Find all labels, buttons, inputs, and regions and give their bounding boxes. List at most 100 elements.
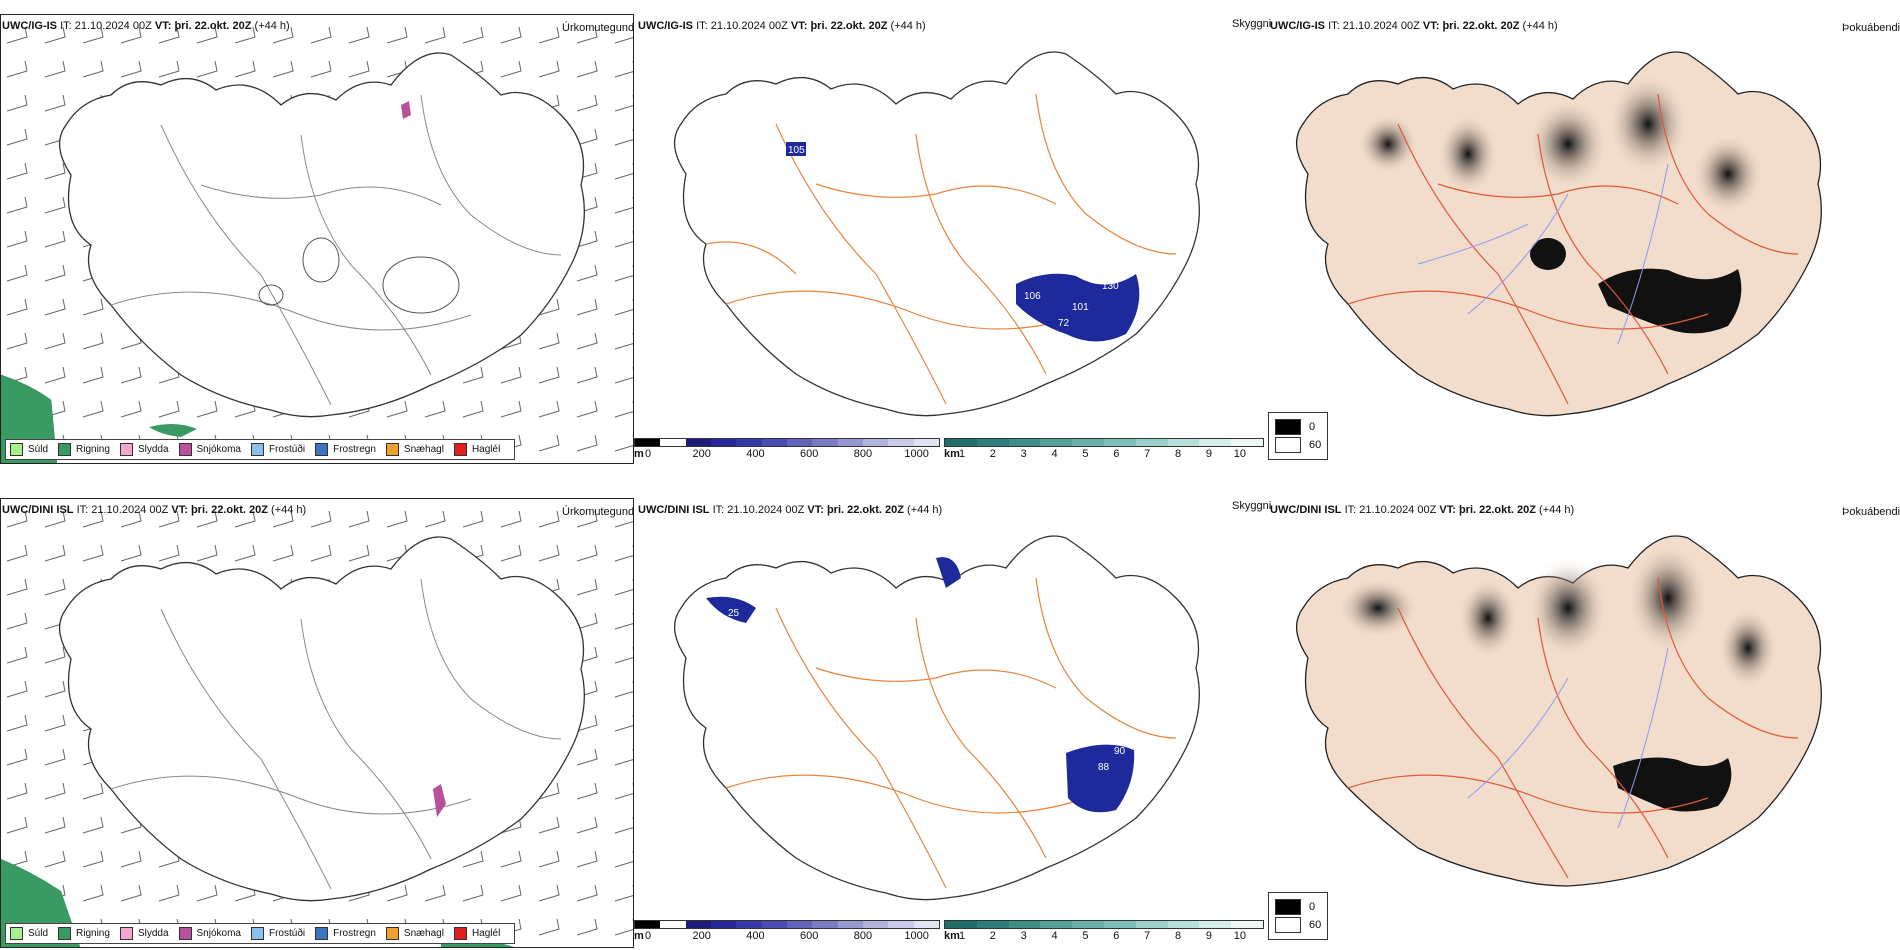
snow-area <box>401 101 411 119</box>
colorbar-swatch <box>1008 921 1041 928</box>
legend-item: Haglél <box>453 443 500 456</box>
legend-swatch <box>315 927 329 940</box>
precip-panel-title-bottom: Úrkomutegund <box>562 506 635 518</box>
colorbar-swatch <box>1072 921 1104 928</box>
colorbar-km-bottom: km 1 2 3 4 5 6 7 8 9 10 <box>944 920 1264 943</box>
colorbar-swatch <box>1040 921 1073 928</box>
vt-label: VT: <box>790 20 808 32</box>
it-label: IT: <box>1344 504 1357 516</box>
vis-value-label: 90 <box>1114 746 1126 757</box>
colorbar-swatch <box>976 439 1009 446</box>
lead-time: (+44 h) <box>890 20 926 32</box>
vis-value-label: 130 <box>1102 281 1119 292</box>
fog-legend-item: 0 <box>1275 899 1321 915</box>
vis-value-label: 72 <box>1058 318 1070 329</box>
colorbar-tick-label: 2 <box>989 930 996 942</box>
lead-time: (+44 h) <box>907 504 943 516</box>
vt-label: VT: <box>1439 504 1456 516</box>
legend-swatch <box>250 927 264 940</box>
legend-item: Frostregn <box>315 443 376 456</box>
vt-value: þri. 22.okt. 20Z <box>1442 20 1520 32</box>
model-name: UWC/IG-IS <box>1270 20 1325 32</box>
colorbar-swatch <box>1008 439 1041 446</box>
model-name: UWC/DINI ISL <box>638 504 710 516</box>
header-bottom-fog: UWC/DINI ISL IT: 21.10.2024 00Z VT: þri.… <box>1270 504 1574 516</box>
colorbar-tick-label: 1000 <box>904 930 929 942</box>
colorbar-km-top: km 1 2 3 4 5 6 7 8 9 10 <box>944 438 1264 461</box>
colorbar-swatch <box>812 439 838 446</box>
colorbar-tick-label: 200 <box>692 448 711 460</box>
visibility-panel-bottom: 90 88 90 25 <box>636 498 1272 948</box>
legend-swatch <box>10 927 23 940</box>
colorbar-swatch <box>660 921 686 928</box>
header-bottom-visibility: UWC/DINI ISL IT: 21.10.2024 00Z VT: þri.… <box>638 504 942 516</box>
colorbar-m-bar <box>634 438 940 447</box>
colorbar-tick-label: 5 <box>1082 448 1089 460</box>
legend-item: Frostregn <box>315 927 376 940</box>
colorbar-swatch <box>945 921 977 928</box>
vt-value: þri. 22.okt. 20Z <box>810 20 888 32</box>
legend-item: Snjókoma <box>178 927 241 940</box>
colorbar-tick-label: 6 <box>1113 930 1120 942</box>
iceland-outline <box>59 52 585 418</box>
vis-value-label: 90 <box>1056 790 1068 801</box>
colorbar-tick-label: 1 <box>958 448 966 460</box>
legend-swatch <box>178 443 192 456</box>
colorbar-swatch <box>913 439 939 446</box>
vis-value-label: 105 <box>788 145 805 156</box>
colorbar-m-unit: m <box>634 448 644 460</box>
fog-legend-swatch <box>1275 917 1301 933</box>
legend-item: Snjókoma <box>178 443 241 456</box>
legend-swatch <box>10 443 23 456</box>
fog-legend-item: 60 <box>1275 917 1321 933</box>
visibility-panel-title-top: Skyggni <box>1232 18 1272 30</box>
colorbar-swatch <box>1103 921 1136 928</box>
colorbar-m-top: m 0 200 400 600 800 1000 <box>634 438 940 461</box>
colorbar-swatch <box>1231 921 1263 928</box>
vt-value: þri. 22.okt. 20Z <box>190 504 268 516</box>
model-name: UWC/DINI ISL <box>2 504 74 516</box>
colorbar-tick-label: 0 <box>644 448 652 460</box>
colorbar-tick-label: 7 <box>1144 930 1151 942</box>
fog-legend-swatch <box>1275 419 1301 435</box>
legend-swatch <box>453 927 467 940</box>
fog-legend-swatch <box>1275 899 1301 915</box>
colorbar-m-ticks: 0 200 400 600 800 1000 <box>644 447 940 461</box>
colorbar-swatch <box>976 921 1009 928</box>
fog-map-bottom <box>1296 535 1822 887</box>
colorbar-swatch <box>862 439 889 446</box>
vt-label: VT: <box>154 20 172 32</box>
it-value: 21.10.2024 00Z <box>1342 20 1420 32</box>
header-top-visibility: UWC/IG-IS IT: 21.10.2024 00Z VT: þri. 22… <box>638 20 926 32</box>
colorbar-tick-label: 4 <box>1051 930 1058 942</box>
colorbar-tick-label: 600 <box>799 448 819 460</box>
header-bottom-precip: UWC/DINI ISL IT: 21.10.2024 00Z VT: þri.… <box>2 504 306 516</box>
vis-value-label: 88 <box>1098 762 1110 773</box>
legend-swatch <box>58 927 72 940</box>
legend-item: Súld <box>10 927 48 940</box>
it-value: 21.10.2024 00Z <box>710 20 788 32</box>
colorbar-tick-label: 600 <box>799 930 819 942</box>
legend-item: Slydda <box>119 927 169 940</box>
colorbar-swatch <box>635 439 661 446</box>
vis-value-label: 101 <box>1072 302 1089 313</box>
colorbar-tick-label: 0 <box>644 930 652 942</box>
fog-legend-bottom: 0 60 <box>1268 892 1329 940</box>
colorbar-swatch <box>1199 439 1232 446</box>
colorbar-tick-label: 200 <box>692 930 711 942</box>
legend-item: Súld <box>10 443 48 456</box>
vis-value-label: 25 <box>728 608 740 619</box>
fog-legend-swatch <box>1275 437 1301 453</box>
colorbar-swatch <box>1135 921 1168 928</box>
colorbar-m-bar <box>634 920 940 929</box>
legend-swatch <box>119 443 133 456</box>
model-name: UWC/DINI ISL <box>1270 504 1342 516</box>
colorbar-swatch <box>1040 439 1073 446</box>
colorbar-tick-label: 800 <box>853 448 873 460</box>
colorbar-swatch <box>945 439 977 446</box>
lead-time: (+44 h) <box>254 20 290 32</box>
colorbar-swatch <box>786 921 813 928</box>
legend-swatch <box>58 443 72 456</box>
vt-value: þri. 22.okt. 20Z <box>1458 504 1536 516</box>
colorbar-tick-label: 4 <box>1051 448 1058 460</box>
